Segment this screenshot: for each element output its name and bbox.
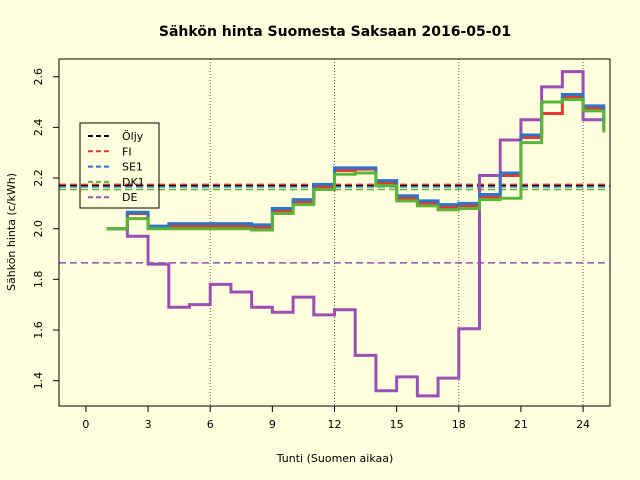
price-series	[106, 70, 606, 398]
legend-label-1: FI	[122, 145, 132, 158]
y-tick-label-2: 2.0	[32, 220, 45, 238]
legend-label-4: DE	[122, 191, 137, 204]
x-tick-label-0: 0	[82, 418, 89, 431]
y-axis: 1.4 1.6 1.8 2.0 2.2 2.4 2.6	[32, 68, 60, 390]
series-line-3	[106, 98, 606, 232]
y-tick-label-1.6: 1.6	[32, 321, 45, 339]
x-tick-label-21: 21	[514, 418, 528, 431]
y-tick-label-2.2: 2.2	[32, 169, 45, 187]
legend-label-0: Öljy	[122, 130, 144, 143]
x-tick-label-12: 12	[328, 418, 342, 431]
x-tick-label-24: 24	[576, 418, 590, 431]
chart-title: Sähkön hinta Suomesta Saksaan 2016-05-01	[159, 24, 511, 40]
vertical-grid	[209, 59, 584, 406]
x-tick-label-18: 18	[452, 418, 466, 431]
legend: Öljy FI SE1 DK1 DE	[79, 122, 160, 209]
x-tick-label-6: 6	[207, 418, 214, 431]
y-tick-label-2.6: 2.6	[32, 68, 45, 86]
legend-box	[79, 122, 160, 209]
legend-label-2: SE1	[122, 161, 143, 174]
series-line-1	[106, 95, 606, 231]
series-line-2	[106, 92, 606, 231]
legend-label-3: DK1	[122, 176, 145, 189]
y-tick-label-1.8: 1.8	[32, 271, 45, 289]
x-axis-label: Tunti (Suomen aikaa)	[276, 452, 394, 465]
x-tick-label-15: 15	[390, 418, 404, 431]
plot-area	[58, 58, 611, 407]
series-line-4	[106, 70, 604, 398]
y-tick-label-1.4: 1.4	[32, 372, 45, 390]
x-tick-label-3: 3	[145, 418, 152, 431]
x-tick-label-9: 9	[269, 418, 276, 431]
y-tick-label-2.4: 2.4	[32, 119, 45, 137]
x-axis: 0 3 6 9 12 15 18 21 24	[82, 405, 590, 431]
y-axis-label: Sähkön hinta (c/kWh)	[5, 173, 18, 291]
